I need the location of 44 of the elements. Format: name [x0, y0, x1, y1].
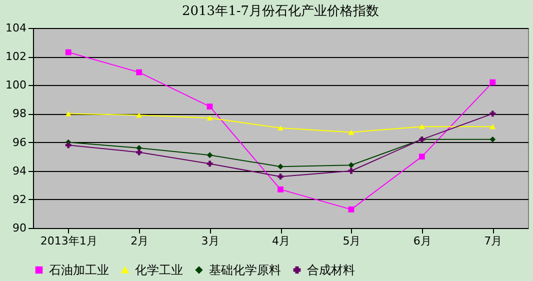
point — [490, 124, 496, 130]
point — [278, 164, 284, 170]
point — [206, 152, 213, 158]
point — [490, 110, 496, 117]
point — [348, 130, 354, 135]
point — [348, 162, 354, 168]
x-tick-label: 2月 — [130, 234, 149, 248]
point — [206, 104, 213, 110]
point — [348, 206, 354, 212]
y-tick-label: 102 — [6, 50, 26, 64]
point — [278, 186, 284, 192]
x-tick-label: 7月 — [484, 234, 502, 248]
legend-label: 合成材料 — [307, 263, 355, 277]
y-tick-label: 100 — [6, 78, 26, 92]
x-tick-label: 2013年1月 — [40, 234, 98, 248]
y-tick-label: 104 — [6, 22, 26, 34]
point — [136, 69, 142, 76]
point — [65, 49, 72, 56]
point — [206, 160, 213, 167]
point — [136, 149, 142, 156]
point — [65, 142, 72, 148]
point — [348, 168, 354, 174]
x-tick-label: 3月 — [201, 234, 220, 248]
legend-label: 石油加工业 — [49, 263, 109, 277]
point — [278, 174, 284, 180]
legend-label: 化学工业 — [135, 263, 183, 277]
point — [490, 79, 496, 86]
legend-label: 基础化学原料 — [209, 263, 281, 277]
point — [206, 115, 213, 121]
point — [418, 154, 425, 160]
point — [65, 111, 72, 116]
x-tick-label: 4月 — [272, 234, 290, 248]
y-tick-label: 90 — [12, 222, 26, 234]
y-tick-label: 92 — [12, 192, 26, 206]
x-tick-label: 5月 — [342, 234, 361, 248]
y-tick-label: 96 — [12, 136, 26, 149]
x-tick-label: 6月 — [413, 234, 432, 248]
chart-title: 2013年1-7月份石化产业价格指数 — [182, 4, 380, 19]
point — [278, 125, 284, 131]
y-tick-label: 94 — [12, 164, 26, 178]
point — [136, 112, 142, 118]
point — [490, 136, 496, 142]
y-tick-label: 98 — [12, 107, 26, 120]
point — [418, 124, 425, 130]
